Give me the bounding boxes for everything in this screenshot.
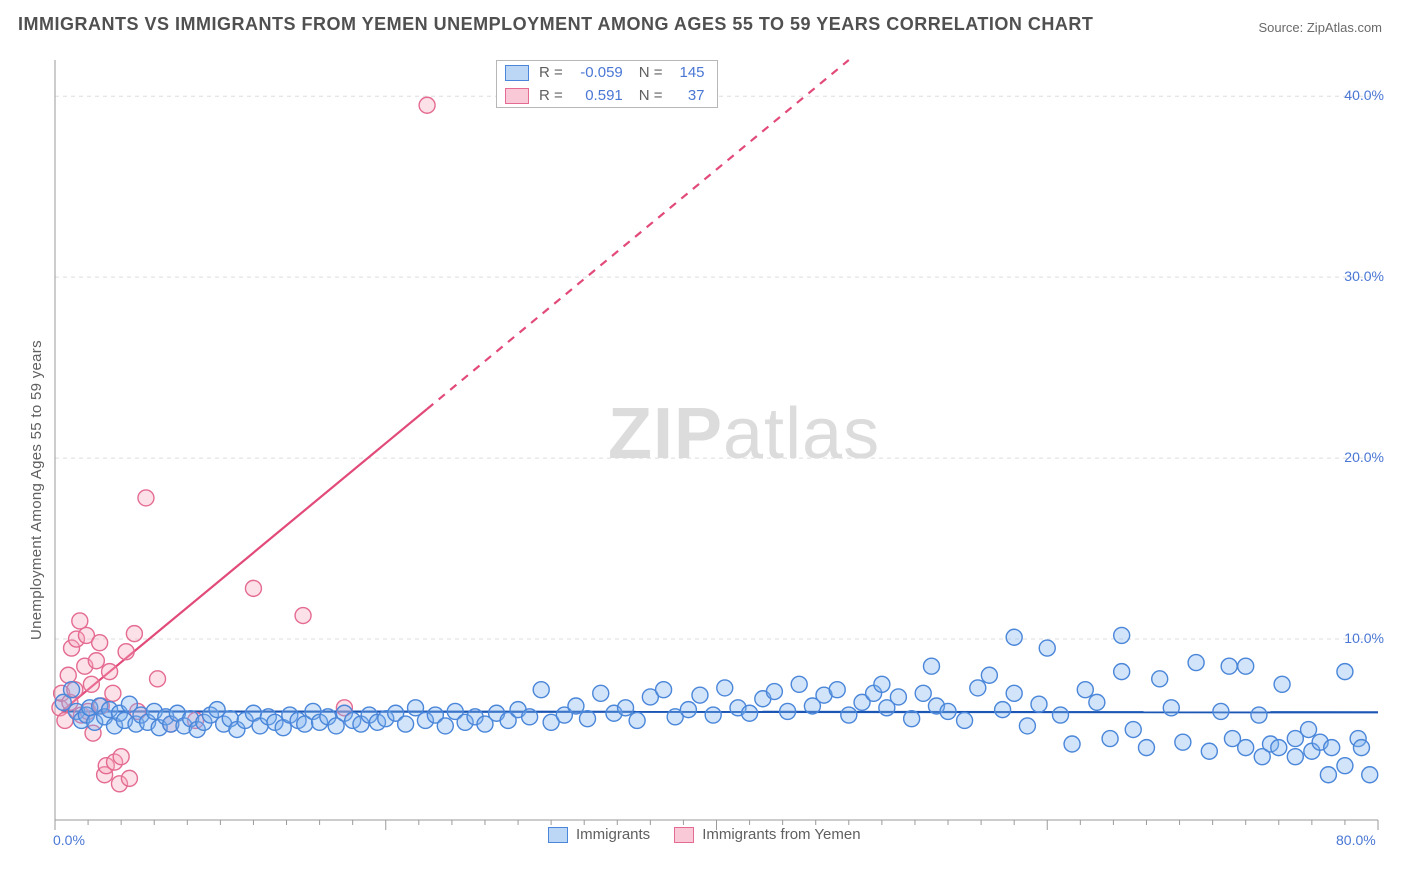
series-legend-label: Immigrants	[576, 826, 650, 843]
legend-swatch	[505, 65, 529, 81]
scatter-plot-svg	[48, 48, 1384, 848]
series-legend: Immigrants Immigrants from Yemen	[548, 826, 861, 843]
legend-r-value: 0.591	[569, 87, 623, 104]
legend-n-label: N =	[639, 64, 663, 81]
legend-swatch	[674, 827, 694, 843]
series-legend-label: Immigrants from Yemen	[702, 826, 860, 843]
plot-area: ZIPatlas R =-0.059N =145R =0.591N =37 Im…	[48, 48, 1384, 848]
correlation-legend: R = -0.059 N = 145 R = 0.591 N = 37	[496, 60, 718, 108]
y-tick-label: 20.0%	[1344, 449, 1384, 465]
legend-r-value: -0.059	[569, 64, 623, 81]
legend-swatch	[505, 88, 529, 104]
legend-r-label: R =	[539, 87, 563, 104]
y-tick-label: 40.0%	[1344, 87, 1384, 103]
x-tick-label: 0.0%	[53, 832, 85, 848]
legend-swatch	[548, 827, 568, 843]
y-axis-label: Unemployment Among Ages 55 to 59 years	[28, 340, 45, 640]
x-tick-label: 80.0%	[1336, 832, 1376, 848]
legend-n-value: 145	[669, 64, 705, 81]
legend-n-value: 37	[669, 87, 705, 104]
legend-row: R = 0.591 N = 37	[497, 84, 717, 107]
legend-n-label: N =	[639, 87, 663, 104]
legend-row: R = -0.059 N = 145	[497, 61, 717, 84]
series-legend-item: Immigrants from Yemen	[674, 826, 860, 843]
source-credit: Source: ZipAtlas.com	[1258, 20, 1382, 35]
chart-title: IMMIGRANTS VS IMMIGRANTS FROM YEMEN UNEM…	[18, 14, 1093, 35]
series-legend-item: Immigrants	[548, 826, 650, 843]
y-tick-label: 30.0%	[1344, 268, 1384, 284]
legend-r-label: R =	[539, 64, 563, 81]
y-tick-label: 10.0%	[1344, 630, 1384, 646]
